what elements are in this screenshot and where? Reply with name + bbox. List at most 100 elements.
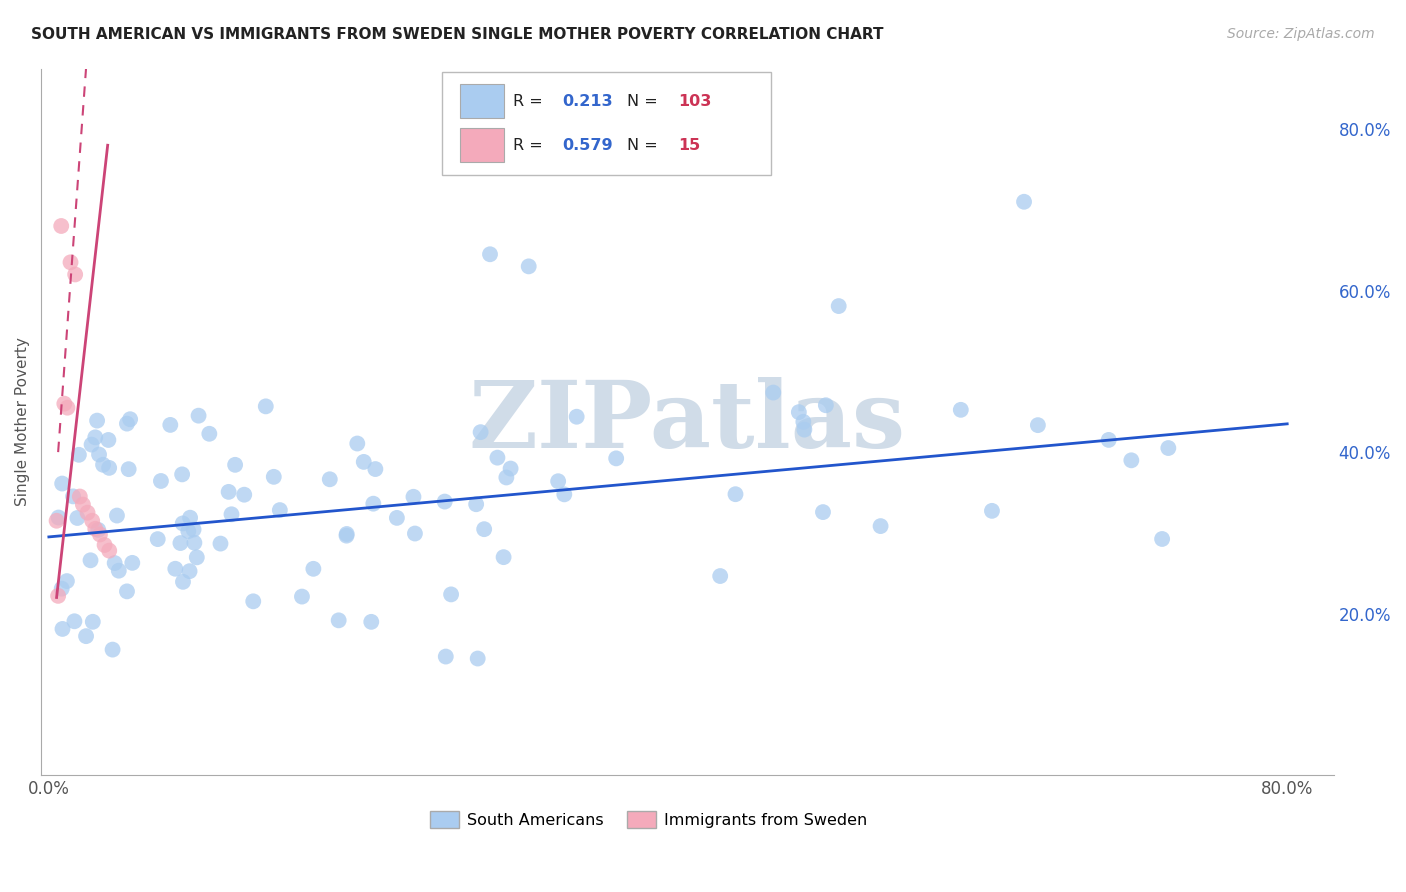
Point	[724, 487, 747, 501]
Point	[56, 401, 79, 415]
Point	[53, 397, 76, 411]
Point	[82, 514, 104, 528]
Point	[183, 535, 205, 549]
Text: ZIPatlas: ZIPatlas	[468, 376, 905, 467]
Point	[84, 522, 107, 536]
Point	[169, 536, 191, 550]
Point	[434, 649, 457, 664]
Point	[1026, 418, 1049, 433]
Point	[97, 433, 120, 447]
Point	[792, 415, 814, 429]
Point	[91, 458, 114, 472]
Point	[75, 629, 97, 643]
Point	[51, 582, 73, 596]
Point	[269, 503, 291, 517]
Point	[319, 472, 342, 486]
Point	[56, 574, 79, 588]
Point	[51, 219, 73, 233]
Point	[981, 504, 1004, 518]
Point	[709, 569, 731, 583]
Point	[79, 553, 101, 567]
Point	[115, 584, 138, 599]
Text: 15: 15	[678, 137, 700, 153]
Point	[364, 462, 387, 476]
Point	[233, 488, 256, 502]
Point	[46, 589, 69, 603]
Point	[198, 426, 221, 441]
Point	[517, 260, 540, 274]
Point	[172, 467, 194, 482]
Point	[402, 490, 425, 504]
Text: 103: 103	[678, 94, 711, 109]
Point	[553, 487, 575, 501]
Point	[793, 423, 815, 437]
Point	[105, 508, 128, 523]
Point	[146, 532, 169, 546]
Point	[495, 470, 517, 484]
Point	[467, 651, 489, 665]
Point	[1152, 532, 1174, 546]
Point	[45, 514, 67, 528]
Point	[80, 437, 103, 451]
Point	[433, 494, 456, 508]
Point	[115, 417, 138, 431]
Point	[107, 564, 129, 578]
Point	[1157, 441, 1180, 455]
Point	[335, 529, 357, 543]
Point	[218, 484, 240, 499]
Point	[814, 398, 837, 412]
Point	[486, 450, 509, 465]
Point	[104, 556, 127, 570]
Point	[291, 590, 314, 604]
Point	[385, 511, 408, 525]
Point	[121, 556, 143, 570]
Point	[1121, 453, 1143, 467]
Point	[76, 506, 98, 520]
Point	[811, 505, 834, 519]
Point	[336, 527, 359, 541]
Point	[440, 587, 463, 601]
Point	[302, 562, 325, 576]
Point	[72, 498, 94, 512]
Y-axis label: Single Mother Poverty: Single Mother Poverty	[15, 337, 30, 507]
Point	[465, 497, 488, 511]
Text: 0.213: 0.213	[562, 94, 613, 109]
FancyBboxPatch shape	[460, 128, 503, 162]
Point	[1098, 433, 1121, 447]
Point	[565, 409, 588, 424]
Point	[48, 510, 70, 524]
Point	[360, 615, 382, 629]
Point	[98, 461, 121, 475]
Point	[1012, 194, 1035, 209]
Point	[492, 550, 515, 565]
Point	[404, 526, 426, 541]
Point	[605, 451, 627, 466]
Text: R =: R =	[513, 137, 548, 153]
Point	[479, 247, 502, 261]
Point	[499, 461, 522, 475]
Point	[353, 455, 375, 469]
Text: SOUTH AMERICAN VS IMMIGRANTS FROM SWEDEN SINGLE MOTHER POVERTY CORRELATION CHART: SOUTH AMERICAN VS IMMIGRANTS FROM SWEDEN…	[31, 27, 883, 42]
Point	[66, 511, 89, 525]
Point	[328, 613, 350, 627]
Point	[98, 543, 121, 558]
Text: N =: N =	[627, 94, 662, 109]
Point	[346, 436, 368, 450]
Point	[62, 489, 84, 503]
Point	[242, 594, 264, 608]
Point	[186, 550, 208, 565]
FancyBboxPatch shape	[460, 85, 503, 119]
Point	[547, 474, 569, 488]
Point	[177, 524, 200, 538]
Point	[263, 470, 285, 484]
Point	[183, 523, 205, 537]
Point	[187, 409, 209, 423]
Legend: South Americans, Immigrants from Sweden: South Americans, Immigrants from Sweden	[423, 805, 873, 834]
Point	[172, 574, 194, 589]
Point	[87, 448, 110, 462]
Point	[59, 255, 82, 269]
Text: Source: ZipAtlas.com: Source: ZipAtlas.com	[1227, 27, 1375, 41]
Point	[224, 458, 246, 472]
Point	[470, 425, 492, 439]
Point	[118, 462, 141, 476]
